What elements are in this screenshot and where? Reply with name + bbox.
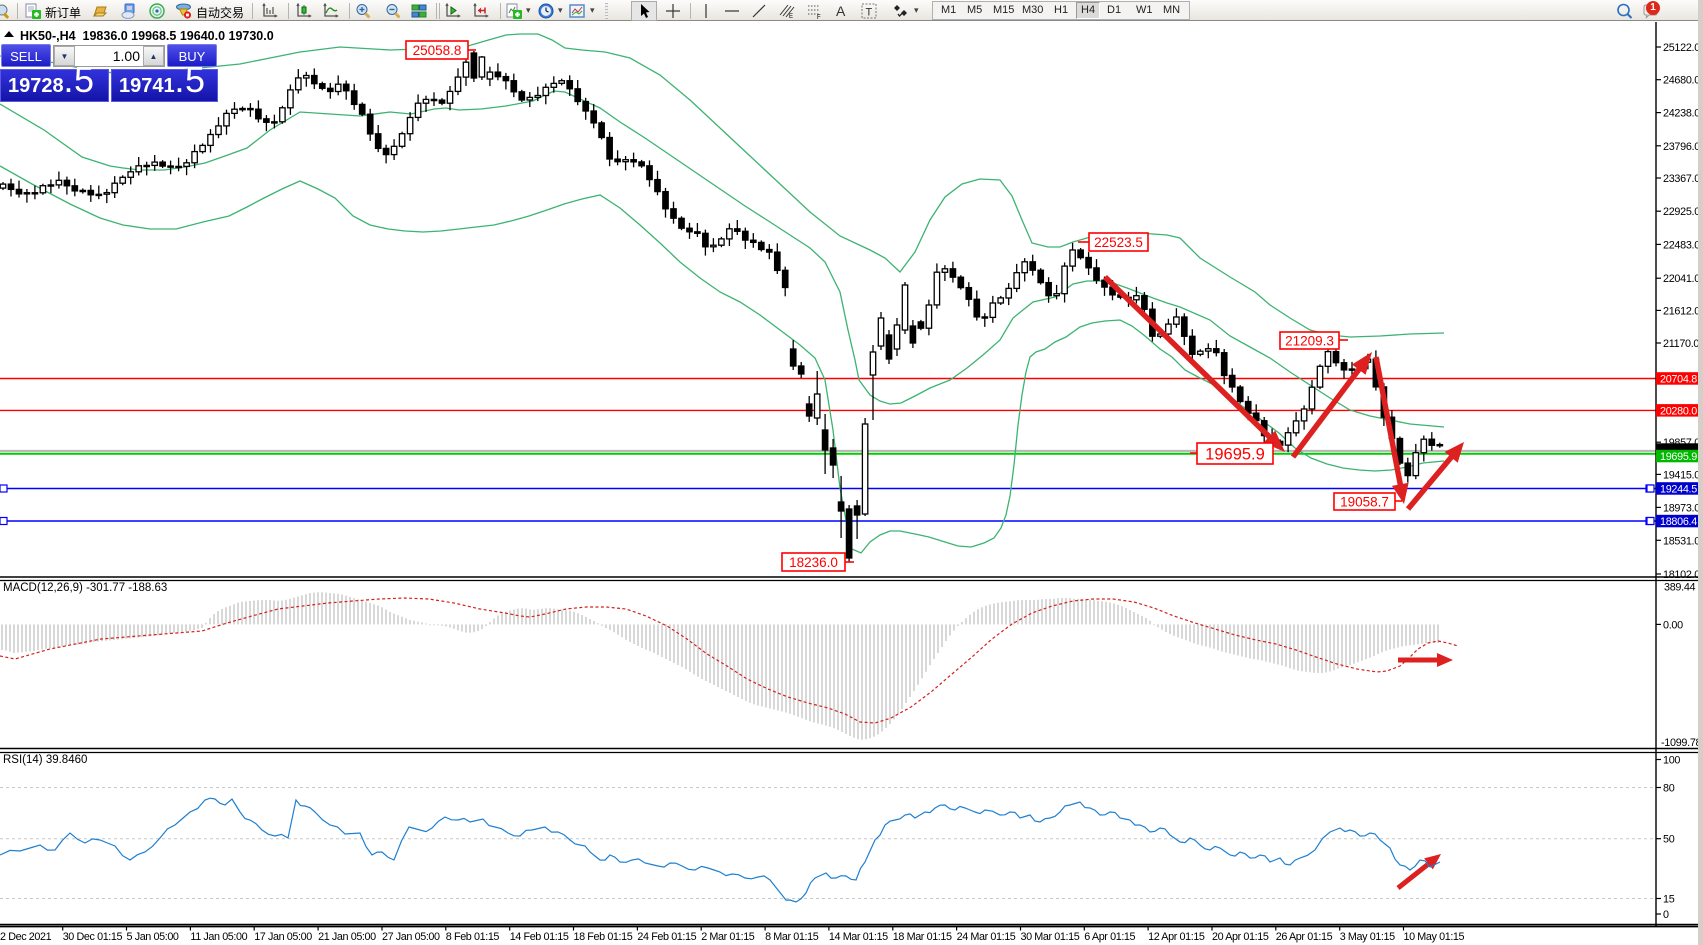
svg-text:12 Apr 01:15: 12 Apr 01:15 [1148, 931, 1205, 943]
svg-text:21209.3: 21209.3 [1285, 333, 1334, 348]
svg-text:18973.0: 18973.0 [1663, 502, 1700, 514]
svg-text:21170.0: 21170.0 [1663, 338, 1699, 350]
svg-text:20704.8: 20704.8 [1660, 374, 1697, 386]
svg-text:21 Jan 05:00: 21 Jan 05:00 [318, 931, 376, 943]
svg-text:30 Mar 01:15: 30 Mar 01:15 [1021, 931, 1080, 943]
svg-text:22523.5: 22523.5 [1094, 235, 1143, 250]
svg-text:-1099.78: -1099.78 [1661, 737, 1702, 749]
svg-text:21612.0: 21612.0 [1663, 305, 1700, 317]
svg-text:389.44: 389.44 [1664, 582, 1696, 594]
svg-text:14 Feb 01:15: 14 Feb 01:15 [510, 931, 569, 943]
svg-text:24238.0: 24238.0 [1663, 108, 1700, 120]
svg-text:22041.0: 22041.0 [1663, 273, 1700, 285]
svg-text:20280.0: 20280.0 [1660, 405, 1697, 417]
svg-text:18531.0: 18531.0 [1663, 535, 1700, 547]
svg-text:E: E [789, 14, 793, 19]
svg-text:24 Feb 01:15: 24 Feb 01:15 [637, 931, 696, 943]
svg-text:18806.4: 18806.4 [1660, 516, 1697, 528]
svg-text:14 Mar 01:15: 14 Mar 01:15 [829, 931, 888, 943]
svg-text:T: T [866, 7, 873, 19]
svg-text:18 Feb 01:15: 18 Feb 01:15 [574, 931, 633, 943]
svg-text:18 Mar 01:15: 18 Mar 01:15 [893, 931, 952, 943]
svg-text:0: 0 [1663, 909, 1669, 921]
svg-text:HK50-,H4 19836.0 19968.5 1964: HK50-,H4 19836.0 19968.5 19640.0 19730.0 [20, 29, 274, 43]
svg-text:18236.0: 18236.0 [789, 555, 838, 570]
svg-text:15: 15 [1663, 894, 1675, 906]
svg-text:19244.5: 19244.5 [1660, 484, 1697, 496]
svg-text:100: 100 [1663, 755, 1680, 767]
svg-text:RSI(14) 39.8460: RSI(14) 39.8460 [3, 754, 87, 766]
svg-text:17 Jan 05:00: 17 Jan 05:00 [254, 931, 312, 943]
svg-text:22483.0: 22483.0 [1663, 239, 1700, 251]
svg-text:25058.8: 25058.8 [413, 43, 462, 58]
svg-text:5 Jan 05:00: 5 Jan 05:00 [127, 931, 179, 943]
svg-text:8 Feb 01:15: 8 Feb 01:15 [446, 931, 500, 943]
svg-text:11 Jan 05:00: 11 Jan 05:00 [190, 931, 247, 943]
svg-text:19695.9: 19695.9 [1660, 451, 1697, 463]
svg-text:6 Apr 01:15: 6 Apr 01:15 [1084, 931, 1135, 943]
svg-text:22925.0: 22925.0 [1663, 206, 1700, 218]
svg-text:19415.0: 19415.0 [1663, 469, 1700, 481]
svg-text:18102.0: 18102.0 [1663, 569, 1700, 581]
svg-text:2 Mar 01:15: 2 Mar 01:15 [701, 931, 755, 943]
svg-text:MACD(12,26,9) -301.77 -188.63: MACD(12,26,9) -301.77 -188.63 [3, 582, 167, 594]
svg-text:0.00: 0.00 [1663, 619, 1683, 631]
svg-text:23367.0: 23367.0 [1663, 173, 1700, 185]
svg-text:25122.0: 25122.0 [1663, 42, 1700, 54]
svg-text:10 May 01:15: 10 May 01:15 [1404, 931, 1465, 943]
svg-text:24 Mar 01:15: 24 Mar 01:15 [957, 931, 1016, 943]
svg-text:50: 50 [1663, 834, 1675, 846]
svg-text:19058.7: 19058.7 [1340, 494, 1389, 509]
svg-text:80: 80 [1663, 783, 1675, 795]
svg-text:30 Dec 01:15: 30 Dec 01:15 [63, 931, 123, 943]
svg-text:8 Mar 01:15: 8 Mar 01:15 [765, 931, 819, 943]
svg-text:F: F [817, 15, 821, 19]
svg-text:20 Apr 01:15: 20 Apr 01:15 [1212, 931, 1269, 943]
svg-text:23796.0: 23796.0 [1663, 141, 1700, 153]
svg-text:26 Apr 01:15: 26 Apr 01:15 [1276, 931, 1333, 943]
svg-text:3 May 01:15: 3 May 01:15 [1340, 931, 1395, 943]
svg-text:19695.9: 19695.9 [1205, 445, 1265, 463]
svg-text:2 Dec 2021: 2 Dec 2021 [0, 931, 52, 943]
svg-text:24680.0: 24680.0 [1663, 75, 1700, 87]
svg-text:27 Jan 05:00: 27 Jan 05:00 [382, 931, 440, 943]
